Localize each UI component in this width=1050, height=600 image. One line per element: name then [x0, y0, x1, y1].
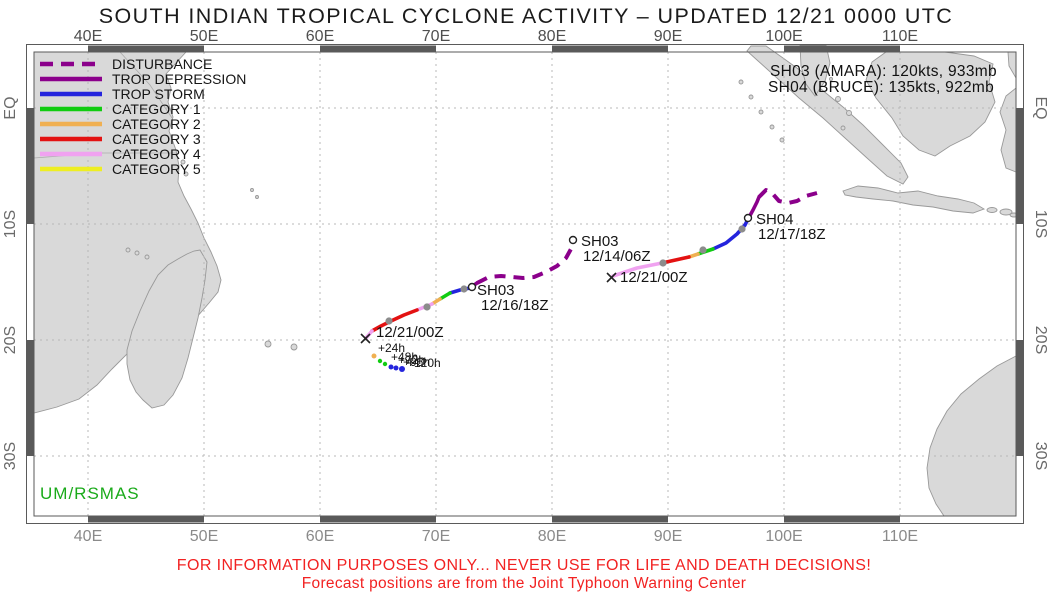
sh03-position-dot — [385, 317, 393, 325]
track-sh03 — [360, 235, 578, 372]
land-australia — [926, 355, 1017, 517]
lon-label-top: 90E — [654, 28, 682, 45]
sh03-position-dot — [423, 303, 431, 311]
country-border — [119, 51, 173, 119]
longitude-labels-bottom: 40E 50E 60E 70E 80E 90E 100E 110E — [74, 528, 918, 545]
storm-info-sh04: SH04 (BRUCE): 135kts, 922mb — [768, 79, 994, 96]
sh04-trop-storm-segment — [711, 219, 749, 251]
lat-label-left: 20S — [2, 326, 19, 354]
legend-label: CATEGORY 5 — [112, 161, 201, 177]
land-borneo — [865, 51, 996, 157]
page-title: SOUTH INDIAN TROPICAL CYCLONE ACTIVITY –… — [99, 4, 953, 28]
sh03-category-1-segment — [438, 291, 452, 301]
sh04-genesis-marker — [743, 213, 753, 223]
lon-label-top: 80E — [538, 28, 566, 45]
legend-label: CATEGORY 4 — [112, 146, 201, 162]
lat-label-right: 20S — [1032, 326, 1049, 354]
lat-label-right: 30S — [1032, 442, 1049, 470]
sh04-current-time-label: 12/21/00Z — [620, 269, 688, 286]
lon-label-bottom: 60E — [306, 528, 334, 545]
land-sulawesi-strip — [999, 87, 1017, 173]
lon-label-top: 40E — [74, 28, 102, 45]
small-islands — [125, 77, 1019, 351]
sh03-named-marker — [467, 282, 477, 292]
map-frame — [26, 44, 1024, 524]
sh03-current-position-x — [360, 333, 371, 344]
sh04-current-position-x — [606, 272, 617, 283]
lon-label-bottom: 100E — [765, 528, 802, 545]
sh04-category-4-segment — [611, 261, 664, 278]
legend-label: CATEGORY 2 — [112, 116, 201, 132]
lon-label-top: 100E — [765, 28, 802, 45]
legend-label: TROP DEPRESSION — [112, 71, 246, 87]
forecast-dot-108h — [393, 365, 399, 371]
lon-label-top: 60E — [306, 28, 334, 45]
sh04-position-dot — [738, 225, 746, 233]
lat-label-right: 10S — [1032, 210, 1049, 238]
storm-info-sh03: SH03 (AMARA): 120kts, 933mb — [770, 63, 997, 80]
legend-label: DISTURBANCE — [112, 56, 212, 72]
lon-label-top: 110E — [882, 28, 918, 45]
latitude-labels-left: EQ 10S 20S 30S — [2, 96, 19, 470]
sh03-current-time-label: 12/21/00Z — [376, 324, 444, 341]
grid-lines — [34, 52, 1016, 516]
land-madagascar — [126, 249, 208, 409]
forecast-label-48h: +48h — [391, 350, 418, 364]
track-sh04 — [606, 188, 818, 283]
forecast-dot-72h — [382, 361, 388, 367]
lon-label-bottom: 80E — [538, 528, 566, 545]
sh04-category-3-segment — [660, 255, 691, 265]
lon-label-bottom: 110E — [882, 528, 918, 545]
legend-label: CATEGORY 3 — [112, 131, 201, 147]
lon-label-bottom: 70E — [422, 528, 450, 545]
legend-label: CATEGORY 1 — [112, 101, 201, 117]
forecast-label-24h: +24h — [378, 341, 405, 355]
lat-label-right: EQ — [1032, 96, 1049, 119]
lon-label-bottom: 40E — [74, 528, 102, 545]
sh04-position-dot — [659, 259, 667, 267]
legend-label: TROP STORM — [112, 86, 205, 102]
sh03-position-dot — [460, 285, 468, 293]
lon-label-top: 50E — [190, 28, 218, 45]
forecast-dot-24h — [371, 353, 377, 359]
land-java — [842, 185, 986, 214]
lat-label-left: 10S — [2, 210, 19, 238]
forecast-label-120h: +120h — [407, 356, 441, 370]
longitude-labels-top: 40E 50E 60E 70E 80E 90E 100E 110E — [74, 28, 918, 45]
sh03-forecast-dots — [371, 353, 405, 372]
forecast-label-72h: +72h — [398, 353, 425, 367]
lon-label-top: 70E — [422, 28, 450, 45]
land-corner-piece — [1007, 51, 1017, 80]
forecast-dot-48h — [377, 358, 383, 364]
sh03-named-id-label: SH03 — [477, 282, 515, 299]
forecast-dot-120h — [399, 366, 405, 372]
sh03-genesis-id-label: SH03 — [581, 233, 619, 250]
landmasses — [33, 44, 1019, 517]
sh03-genesis-time-label: 12/14/06Z — [583, 248, 651, 265]
sh03-genesis-marker — [568, 235, 578, 245]
sh03-named-time-label: 12/16/18Z — [481, 297, 549, 314]
sh04-genesis-id-label: SH04 — [756, 211, 794, 228]
border-stripes — [27, 45, 1023, 523]
sh04-position-dot — [699, 246, 707, 254]
track-labels: SH03 12/14/06Z SH03 12/16/18Z 12/21/00Z … — [376, 211, 826, 370]
credit-label: UM/RSMAS — [40, 484, 140, 503]
sh03-disturbance-segment — [476, 240, 576, 285]
forecast-label-96h: +96h — [403, 355, 430, 369]
sh04-disturbance-segment — [757, 188, 818, 205]
legend: DISTURBANCE TROP DEPRESSION TROP STORM C… — [40, 56, 246, 177]
disclaimer-line-2: Forecast positions are from the Joint Ty… — [302, 575, 746, 592]
lon-label-bottom: 90E — [654, 528, 682, 545]
sh04-genesis-time-label: 12/17/18Z — [758, 226, 826, 243]
lat-label-left: EQ — [2, 96, 19, 119]
lon-label-bottom: 50E — [190, 528, 218, 545]
disclaimer-line-1: FOR INFORMATION PURPOSES ONLY... NEVER U… — [177, 557, 871, 574]
forecast-dot-96h — [388, 364, 394, 370]
lat-label-left: 30S — [2, 442, 19, 470]
latitude-labels-right: EQ 10S 20S 30S — [1032, 96, 1049, 470]
